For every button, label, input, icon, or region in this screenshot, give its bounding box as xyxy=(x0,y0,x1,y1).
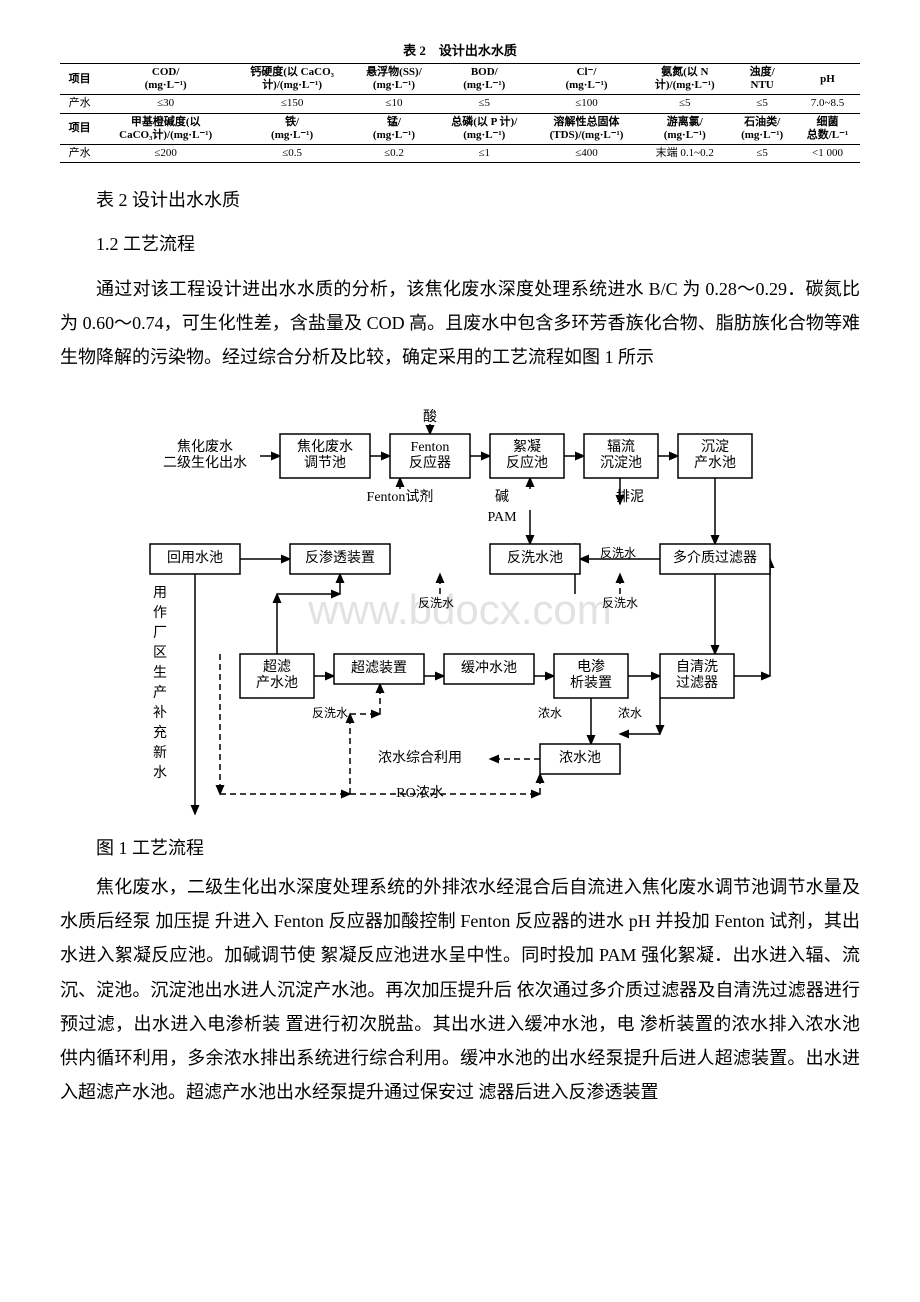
table-cell: ≤100 xyxy=(533,95,640,113)
flow-label: PAM xyxy=(487,510,517,525)
table-cell: ≤0.5 xyxy=(232,144,352,162)
flow-label: Fenton试剂 xyxy=(367,489,434,505)
table-header-cell: 溶解性总固体(TDS)/(mg·L⁻¹) xyxy=(533,113,640,144)
table-header-cell: 钙硬度(以 CaCO₃计)/(mg·L⁻¹) xyxy=(232,64,352,95)
flow-label: 浓水 xyxy=(538,706,562,720)
flow-node-label: 反洗水池 xyxy=(507,550,563,566)
table-cell: ≤200 xyxy=(99,144,232,162)
table-cell: ≤150 xyxy=(232,95,352,113)
table-caption: 表 2 设计出水水质 xyxy=(60,40,860,59)
table-cell: ≤0.2 xyxy=(352,144,435,162)
table-header-cell: 石油类/(mg·L⁻¹) xyxy=(729,113,795,144)
table-cell: ≤10 xyxy=(352,95,435,113)
flow-label: 反洗水 xyxy=(602,596,638,610)
table-cell: 末端 0.1~0.2 xyxy=(640,144,729,162)
flow-label: 碱 xyxy=(495,489,509,505)
table-header-cell: pH xyxy=(795,64,860,95)
table-2: 表 2 设计出水水质 项目COD/(mg·L⁻¹)钙硬度(以 CaCO₃计)/(… xyxy=(60,40,860,163)
table-header-row: 项目COD/(mg·L⁻¹)钙硬度(以 CaCO₃计)/(mg·L⁻¹)悬浮物(… xyxy=(60,64,860,95)
table-cell: ≤5 xyxy=(729,144,795,162)
flow-label: 反洗水 xyxy=(312,706,348,720)
flow-node-label: 缓冲水池 xyxy=(461,660,517,676)
table-row: 产水≤200≤0.5≤0.2≤1≤400末端 0.1~0.2≤5<1 000 xyxy=(60,144,860,162)
table-cell: 产水 xyxy=(60,144,99,162)
table-header-cell: 悬浮物(SS)/(mg·L⁻¹) xyxy=(352,64,435,95)
table-cell: ≤5 xyxy=(729,95,795,113)
flow-node-label: 多介质过滤器 xyxy=(673,549,757,566)
flow-node-label: 反渗透装置 xyxy=(305,550,375,566)
table-header-cell: COD/(mg·L⁻¹) xyxy=(99,64,232,95)
flow-node-label: 浓水池 xyxy=(559,750,601,766)
table-header-cell: 项目 xyxy=(60,113,99,144)
table-cell: 7.0~8.5 xyxy=(795,95,860,113)
table-header-cell: 项目 xyxy=(60,64,99,95)
flow-node-label: 焦化废水二级生化出水 xyxy=(163,439,247,471)
flow-label: 反洗水 xyxy=(600,546,636,560)
table-cell: 产水 xyxy=(60,95,99,113)
watermark: www.bdocx.com xyxy=(307,586,611,633)
flow-vertical-label: 补 xyxy=(153,705,167,721)
flow-vertical-label: 新 xyxy=(153,745,167,761)
table-header-cell: 铁/(mg·L⁻¹) xyxy=(232,113,352,144)
table-header-cell: 甲基橙碱度(以CaCO₃计)/(mg·L⁻¹) xyxy=(99,113,232,144)
flow-vertical-label: 水 xyxy=(153,765,167,781)
flow-vertical-label: 生 xyxy=(153,665,167,681)
figure-caption: 图 1 工艺流程 xyxy=(60,834,860,860)
table-cell: ≤5 xyxy=(436,95,533,113)
table-cell: ≤5 xyxy=(640,95,729,113)
table-header-row: 项目甲基橙碱度(以CaCO₃计)/(mg·L⁻¹)铁/(mg·L⁻¹)锰/(mg… xyxy=(60,113,860,144)
table-header-cell: Cl⁻/(mg·L⁻¹) xyxy=(533,64,640,95)
table-header-cell: 游离氯/(mg·L⁻¹) xyxy=(640,113,729,144)
water-quality-table: 项目COD/(mg·L⁻¹)钙硬度(以 CaCO₃计)/(mg·L⁻¹)悬浮物(… xyxy=(60,63,860,163)
flow-label: 排泥 xyxy=(616,489,644,505)
table-cell: <1 000 xyxy=(795,144,860,162)
table-cell: ≤400 xyxy=(533,144,640,162)
table-cell: ≤30 xyxy=(99,95,232,113)
flow-vertical-label: 充 xyxy=(153,725,167,741)
table-header-cell: 总磷(以 P 计)/(mg·L⁻¹) xyxy=(436,113,533,144)
flow-label: 浓水综合利用 xyxy=(378,750,462,766)
table-row: 产水≤30≤150≤10≤5≤100≤5≤57.0~8.5 xyxy=(60,95,860,113)
flow-label: RO浓水 xyxy=(396,785,443,801)
body-paragraph: 通过对该工程设计进出水水质的分析，该焦化废水深度处理系统进水 B/C 为 0.2… xyxy=(60,272,860,375)
table-header-cell: 氨氮(以 N计)/(mg·L⁻¹) xyxy=(640,64,729,95)
flow-node-label: 超滤装置 xyxy=(351,660,407,676)
flow-vertical-label: 产 xyxy=(153,685,167,701)
table-header-cell: 锰/(mg·L⁻¹) xyxy=(352,113,435,144)
table-cell: ≤1 xyxy=(436,144,533,162)
flow-label: 浓水 xyxy=(618,706,642,720)
flow-vertical-label: 作 xyxy=(153,605,167,621)
flow-vertical-label: 区 xyxy=(153,645,167,661)
flow-label: 酸 xyxy=(423,409,437,425)
flow-label: 反洗水 xyxy=(418,596,454,610)
flow-vertical-label: 用 xyxy=(153,586,167,601)
section-heading: 1.2 工艺流程 xyxy=(60,227,860,261)
table-header-cell: 细菌总数/L⁻¹ xyxy=(795,113,860,144)
table-caption-repeat: 表 2 设计出水水质 xyxy=(60,183,860,217)
table-header-cell: BOD/(mg·L⁻¹) xyxy=(436,64,533,95)
body-paragraph: 焦化废水，二级生化出水深度处理系统的外排浓水经混合后自流进入焦化废水调节池调节水… xyxy=(60,870,860,1109)
flow-vertical-label: 厂 xyxy=(153,626,167,641)
flow-node-label: Fenton反应器 xyxy=(409,440,451,471)
table-header-cell: 浊度/NTU xyxy=(729,64,795,95)
flow-node-label: 回用水池 xyxy=(167,550,223,566)
process-flowchart: www.bdocx.com 焦化废水二级生化出水焦化废水调节池Fenton反应器… xyxy=(120,394,800,824)
